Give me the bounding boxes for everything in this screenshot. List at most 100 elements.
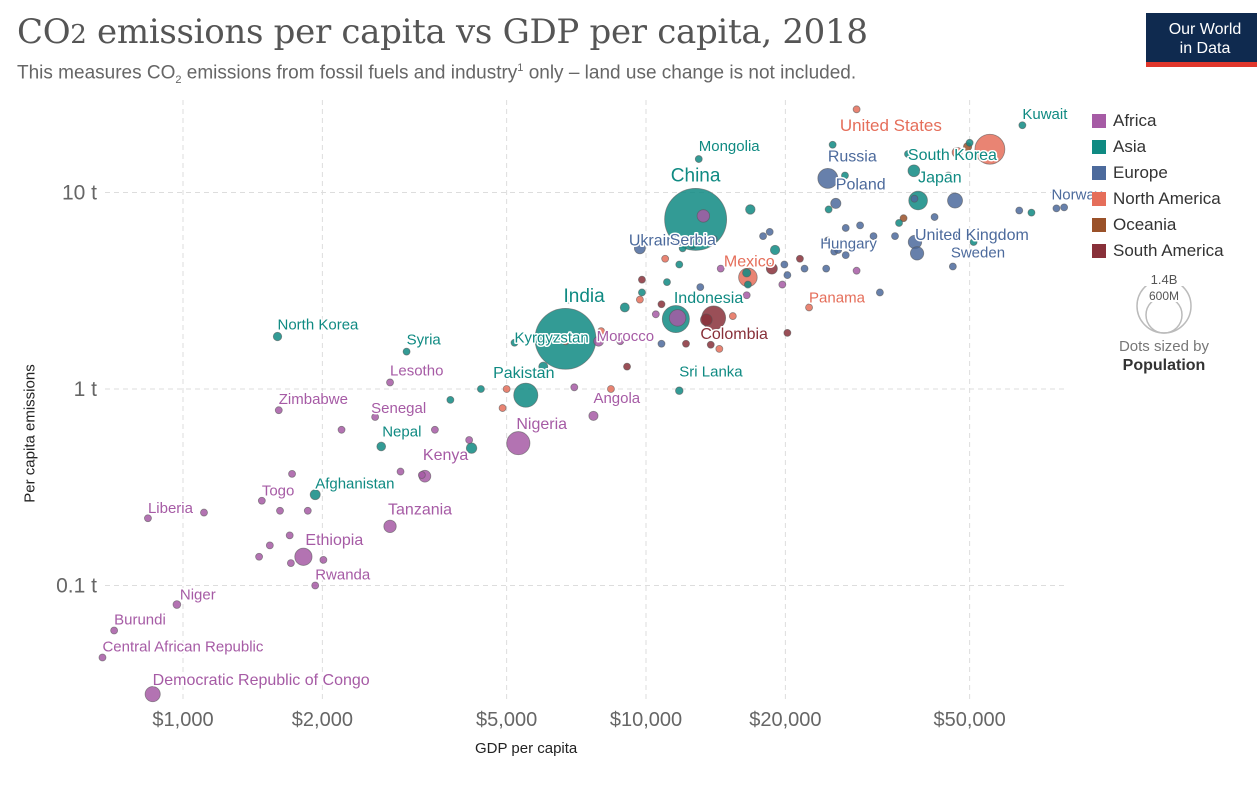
point-liberia[interactable]	[144, 514, 152, 523]
data-point[interactable]	[1015, 206, 1024, 215]
point-kuwait[interactable]	[1018, 121, 1027, 130]
point-pakistan[interactable]	[513, 382, 539, 408]
data-point[interactable]	[319, 555, 328, 564]
data-point[interactable]	[834, 246, 843, 254]
data-point[interactable]	[607, 385, 615, 393]
point-north-korea[interactable]	[272, 331, 283, 342]
point-colombia[interactable]	[700, 313, 713, 327]
data-point[interactable]	[742, 291, 751, 300]
point-china[interactable]	[664, 187, 728, 251]
point-sri-lanka[interactable]	[675, 386, 684, 395]
data-point[interactable]	[265, 541, 274, 550]
point-serbia[interactable]	[709, 235, 718, 243]
point-ethiopia[interactable]	[294, 547, 313, 566]
data-point[interactable]	[276, 506, 284, 515]
data-point[interactable]	[651, 310, 660, 319]
data-point[interactable]	[765, 262, 778, 275]
data-point[interactable]	[910, 194, 919, 203]
data-point[interactable]	[661, 254, 670, 263]
data-point[interactable]	[909, 246, 925, 261]
data-point[interactable]	[891, 232, 899, 240]
point-ukraine[interactable]	[633, 242, 646, 255]
data-point[interactable]	[696, 283, 705, 292]
data-point[interactable]	[904, 150, 912, 158]
data-point[interactable]	[822, 264, 831, 273]
point-rwanda[interactable]	[311, 581, 320, 590]
data-point[interactable]	[841, 251, 850, 260]
point-south-korea[interactable]	[907, 164, 921, 178]
data-point[interactable]	[675, 260, 684, 269]
point-kyrgyzstan[interactable]	[510, 338, 519, 347]
data-point[interactable]	[477, 385, 485, 393]
point-afghanistan[interactable]	[309, 489, 321, 501]
data-point[interactable]	[875, 288, 884, 297]
data-point[interactable]	[828, 140, 837, 149]
data-point[interactable]	[716, 264, 725, 273]
data-point[interactable]	[778, 280, 787, 289]
footnote-ref[interactable]: 1	[517, 62, 524, 74]
data-point[interactable]	[895, 219, 903, 227]
data-point[interactable]	[623, 362, 631, 371]
point-burundi[interactable]	[110, 626, 119, 635]
data-point[interactable]	[396, 467, 405, 476]
data-point[interactable]	[570, 383, 579, 392]
data-point[interactable]	[745, 204, 756, 215]
point-nepal[interactable]	[376, 441, 387, 452]
data-point[interactable]	[769, 244, 781, 256]
data-point[interactable]	[657, 300, 666, 309]
data-point[interactable]	[502, 385, 511, 393]
data-point[interactable]	[657, 339, 666, 348]
data-point[interactable]	[783, 271, 792, 279]
data-point[interactable]	[852, 266, 861, 275]
data-point[interactable]	[796, 254, 804, 263]
point-sweden[interactable]	[948, 262, 957, 271]
data-point[interactable]	[953, 230, 962, 239]
data-point[interactable]	[616, 337, 625, 346]
data-point[interactable]	[742, 268, 752, 278]
data-point[interactable]	[706, 340, 715, 349]
data-point[interactable]	[869, 232, 878, 240]
data-point[interactable]	[638, 275, 646, 284]
data-point[interactable]	[951, 146, 963, 158]
data-point[interactable]	[852, 105, 861, 114]
data-point[interactable]	[446, 396, 455, 404]
legend-item-africa[interactable]: Africa	[1092, 108, 1224, 134]
point-russia[interactable]	[817, 167, 839, 189]
data-point[interactable]	[1027, 208, 1036, 217]
data-point[interactable]	[783, 328, 792, 337]
data-point[interactable]	[728, 312, 737, 320]
point-poland[interactable]	[830, 197, 842, 209]
data-point[interactable]	[465, 436, 474, 444]
data-point[interactable]	[696, 209, 710, 223]
data-point[interactable]	[930, 213, 939, 221]
data-point[interactable]	[417, 471, 426, 479]
data-point[interactable]	[561, 337, 570, 346]
data-point[interactable]	[800, 264, 809, 273]
point-syria[interactable]	[402, 347, 411, 356]
data-point[interactable]	[947, 192, 963, 209]
data-point[interactable]	[765, 228, 774, 236]
data-point[interactable]	[678, 244, 687, 253]
data-point[interactable]	[200, 508, 208, 517]
point-morocco[interactable]	[593, 335, 604, 347]
point-togo[interactable]	[257, 496, 266, 505]
data-point[interactable]	[285, 531, 294, 540]
data-point[interactable]	[619, 302, 630, 313]
data-point[interactable]	[969, 238, 978, 246]
data-point[interactable]	[303, 506, 312, 515]
data-point[interactable]	[638, 288, 646, 297]
data-point[interactable]	[1060, 203, 1069, 212]
data-point[interactable]	[635, 295, 644, 304]
data-point[interactable]	[759, 232, 767, 240]
data-point[interactable]	[682, 339, 690, 348]
data-point[interactable]	[823, 236, 832, 245]
data-point[interactable]	[841, 171, 849, 180]
data-point[interactable]	[920, 123, 929, 132]
data-point[interactable]	[597, 327, 606, 336]
data-point[interactable]	[841, 224, 850, 232]
data-point[interactable]	[965, 138, 974, 147]
point-senegal[interactable]	[371, 413, 380, 421]
data-point[interactable]	[780, 260, 789, 269]
data-point[interactable]	[431, 425, 439, 434]
point-mongolia[interactable]	[694, 155, 703, 163]
